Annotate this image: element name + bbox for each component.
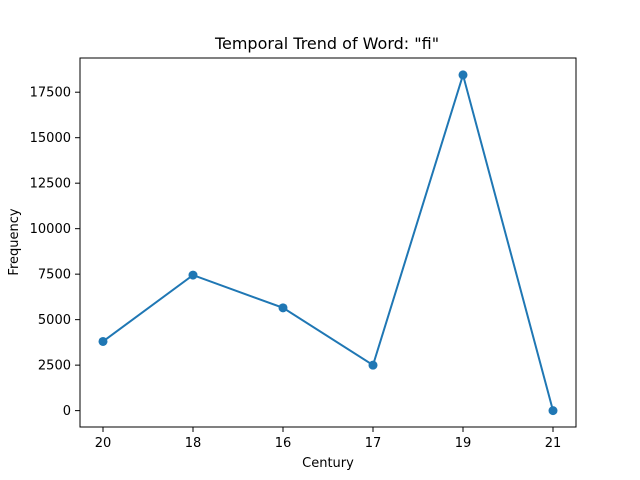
series-line (102, 71, 554, 411)
y-tick-label: 7500 (38, 268, 71, 283)
data-point (278, 303, 288, 313)
x-tick-label: 16 (275, 436, 292, 451)
y-axis: 0 2500 5000 7500 10000 12500 15000 17500 (30, 86, 80, 419)
data-points (98, 70, 558, 416)
x-tick-label: 19 (455, 436, 472, 451)
plot-area-frame (79, 57, 577, 428)
x-tick-label: 17 (365, 436, 382, 451)
data-point (368, 360, 378, 370)
chart-title: Temporal Trend of Word: "fi" (214, 34, 439, 53)
y-tick-label: 2500 (38, 359, 71, 374)
data-point (458, 70, 468, 80)
y-tick-label: 10000 (30, 222, 71, 237)
data-point (98, 336, 108, 346)
y-tick-label: 15000 (30, 131, 71, 146)
x-axis: 20 18 16 17 19 21 (95, 427, 562, 451)
y-tick-label: 0 (63, 404, 71, 419)
y-tick-label: 17500 (30, 86, 71, 101)
x-tick-label: 18 (185, 436, 202, 451)
y-tick-label: 12500 (30, 177, 71, 192)
x-tick-label: 21 (545, 436, 562, 451)
y-tick-label: 5000 (38, 313, 71, 328)
x-axis-label: Century (302, 456, 354, 471)
data-point (548, 406, 558, 416)
x-tick-label: 20 (95, 436, 112, 451)
y-axis-label: Frequency (7, 208, 22, 275)
data-point (188, 270, 198, 280)
